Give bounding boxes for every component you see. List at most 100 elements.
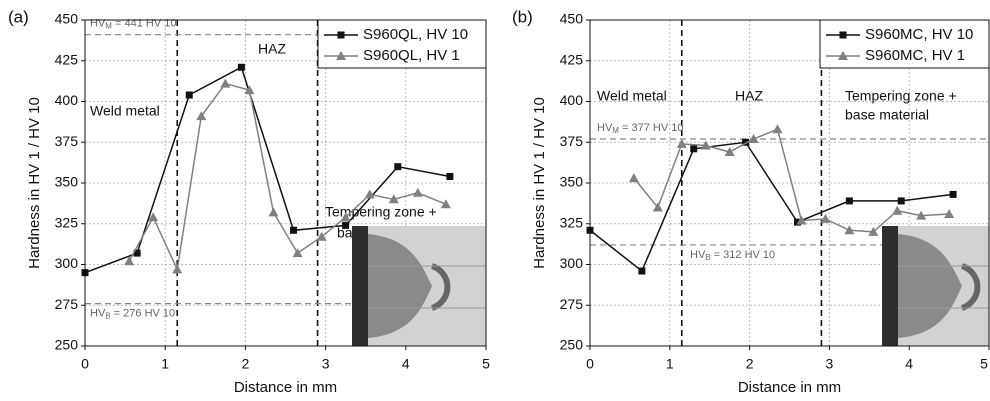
inset-micrograph — [882, 226, 989, 346]
data-point — [820, 213, 831, 223]
y-tick-label: 250 — [560, 337, 584, 353]
reference-label-main: HV — [597, 122, 613, 134]
reference-label-tail: = 312 HV 10 — [711, 249, 776, 261]
data-point — [220, 78, 231, 88]
data-point — [148, 212, 159, 222]
panel-label: (a) — [8, 7, 29, 26]
data-point — [652, 202, 663, 212]
inset-weld — [898, 234, 962, 338]
reference-label-main: HV — [90, 18, 106, 30]
data-point — [724, 147, 735, 157]
zone-annotation: Weld metal — [90, 103, 160, 119]
data-point — [844, 225, 855, 235]
data-point — [845, 197, 853, 205]
y-tick-label: 375 — [560, 133, 584, 149]
data-point — [748, 133, 759, 143]
legend-marker — [336, 51, 346, 60]
data-point — [237, 63, 245, 71]
plot-frame — [589, 19, 990, 347]
legend-marker — [839, 31, 847, 39]
legend-label: S960QL, HV 10 — [363, 26, 468, 43]
y-tick-label: 400 — [560, 92, 584, 108]
series-line — [128, 82, 447, 272]
y-tick-label: 425 — [560, 51, 584, 67]
x-tick-label: 1 — [666, 356, 674, 372]
legend-marker — [838, 51, 848, 60]
reference-label: HVM = 377 HV 10 — [597, 122, 683, 135]
x-tick-label: 3 — [322, 356, 330, 372]
data-point — [868, 226, 879, 236]
y-tick-label: 450 — [55, 11, 79, 27]
inset-edge — [882, 226, 898, 346]
data-point — [185, 91, 193, 99]
zone-annotation: Weld metal — [597, 88, 667, 104]
data-point — [676, 138, 687, 148]
x-axis-title: Distance in mm — [234, 379, 337, 396]
legend-label: S960MC, HV 1 — [865, 47, 965, 64]
legend-marker — [337, 31, 345, 39]
zone-annotation: HAZ — [735, 88, 763, 104]
series-line — [84, 66, 451, 274]
data-point — [700, 140, 711, 150]
data-point — [133, 249, 141, 257]
y-tick-label: 400 — [55, 92, 79, 108]
reference-label-sub: M — [105, 22, 112, 31]
y-tick-label: 425 — [55, 51, 79, 67]
data-point — [897, 197, 905, 205]
x-tick-label: 5 — [482, 356, 490, 372]
x-tick-label: 4 — [402, 356, 410, 372]
y-tick-label: 250 — [55, 337, 79, 353]
data-point — [628, 173, 639, 183]
y-axis-title: Hardness in HV 1 / HV 10 — [26, 97, 43, 269]
x-tick-label: 2 — [242, 356, 250, 372]
reference-label: HVB = 312 HV 10 — [690, 249, 775, 262]
x-axis-title: Distance in mm — [738, 379, 841, 396]
reference-label: HVM = 441 HV 10 — [90, 18, 176, 31]
reference-label-tail: = 276 HV 10 — [111, 308, 176, 320]
legend-label: S960QL, HV 1 — [363, 47, 460, 64]
data-point — [244, 85, 255, 95]
data-point — [793, 218, 801, 226]
legend-label: S960MC, HV 10 — [865, 26, 973, 43]
x-tick-label: 0 — [586, 356, 594, 372]
data-point — [268, 207, 279, 217]
reference-label-sub: B — [105, 312, 110, 321]
y-tick-label: 275 — [55, 296, 79, 312]
data-point — [290, 226, 298, 234]
reference-label-sub: M — [612, 126, 619, 135]
y-tick-label: 350 — [560, 174, 584, 190]
reference-label-tail: = 377 HV 10 — [619, 122, 684, 134]
data-point — [944, 208, 955, 218]
reference-label-tail: = 441 HV 10 — [112, 18, 177, 30]
panel: (b) 250 275 300 325 350 375 400 425 450 0 1 2 3 4 5 Dist… — [512, 7, 990, 396]
data-point — [292, 248, 303, 258]
data-point — [772, 124, 783, 134]
zone-annotation: HAZ — [258, 41, 286, 57]
inset-haz — [430, 263, 451, 311]
data-point — [388, 194, 399, 204]
data-point — [916, 210, 927, 220]
y-tick-label: 300 — [560, 255, 584, 271]
y-tick-label: 325 — [560, 214, 584, 230]
inset-edge — [352, 226, 368, 346]
data-point — [196, 111, 207, 121]
data-point — [340, 212, 351, 222]
x-tick-label: 1 — [161, 356, 169, 372]
reference-label-sub: B — [705, 253, 710, 262]
data-point — [316, 231, 327, 241]
y-tick-label: 300 — [55, 255, 79, 271]
panel-label: (b) — [512, 7, 533, 26]
zone-annotation: Tempering zone + — [845, 88, 957, 104]
plot-frame — [84, 19, 487, 347]
y-tick-label: 450 — [560, 11, 584, 27]
x-tick-label: 4 — [905, 356, 913, 372]
data-point — [342, 221, 350, 229]
series-line — [589, 141, 954, 273]
y-axis-title: Hardness in HV 1 / HV 10 — [531, 97, 548, 269]
panel: (a) 250 275 300 325 350 375 400 425 450 0 1 2 3 4 5 Dist… — [8, 7, 490, 395]
data-point — [364, 189, 375, 199]
reference-label-main: HV — [90, 308, 106, 320]
y-tick-label: 350 — [55, 174, 79, 190]
data-point — [440, 199, 451, 209]
reference-label-main: HV — [690, 249, 706, 261]
